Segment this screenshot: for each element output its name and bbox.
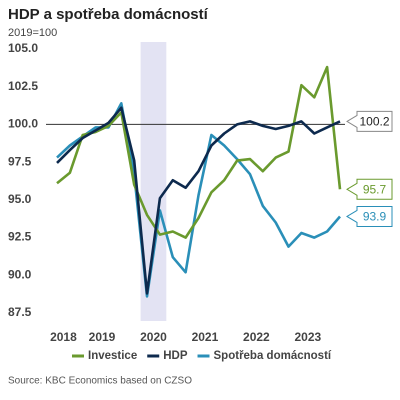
chart-subtitle: 2019=100	[8, 27, 57, 39]
legend-item: HDP	[147, 350, 188, 362]
x-tick-label: 2020	[140, 330, 167, 344]
end-label-box	[346, 205, 393, 227]
end-label-box	[346, 110, 393, 132]
legend-label: Spotřeba domácností	[214, 350, 332, 362]
y-tick-label: 102.5	[8, 79, 38, 93]
end-label: 93.9	[346, 205, 393, 227]
y-tick-label: 97.5	[8, 154, 32, 168]
x-tick-label: 2019	[89, 330, 116, 344]
x-tick-label: 2018	[50, 330, 77, 344]
x-tick-label: 2023	[294, 330, 321, 344]
end-label: 100.2	[346, 110, 393, 132]
y-tick-label: 90.0	[8, 267, 32, 281]
y-tick-label: 92.5	[8, 230, 32, 244]
line-series	[56, 65, 342, 239]
x-tick-label: 2022	[243, 330, 270, 344]
y-tick-label: 95.0	[8, 192, 32, 206]
end-label: 95.7	[346, 178, 393, 200]
legend-label: HDP	[163, 350, 188, 362]
legend-item: Spotřeba domácností	[197, 350, 332, 362]
line-series	[56, 106, 341, 295]
line-series	[56, 102, 341, 298]
y-tick-label: 105.0	[8, 41, 38, 55]
legend-label: Investice	[88, 350, 137, 362]
end-label-text: 93.9	[363, 210, 387, 224]
y-tick-label: 87.5	[8, 305, 32, 319]
chart-title: HDP a spotřeba domácností	[8, 6, 209, 23]
end-label-box	[346, 178, 393, 200]
source-note: Source: KBC Economics based on CZSO	[8, 376, 192, 387]
y-tick-label: 100.0	[8, 117, 38, 131]
end-label-text: 100.2	[359, 115, 389, 129]
end-label-text: 95.7	[363, 182, 387, 196]
legend-item: Investice	[72, 350, 137, 362]
x-tick-label: 2021	[192, 330, 219, 344]
